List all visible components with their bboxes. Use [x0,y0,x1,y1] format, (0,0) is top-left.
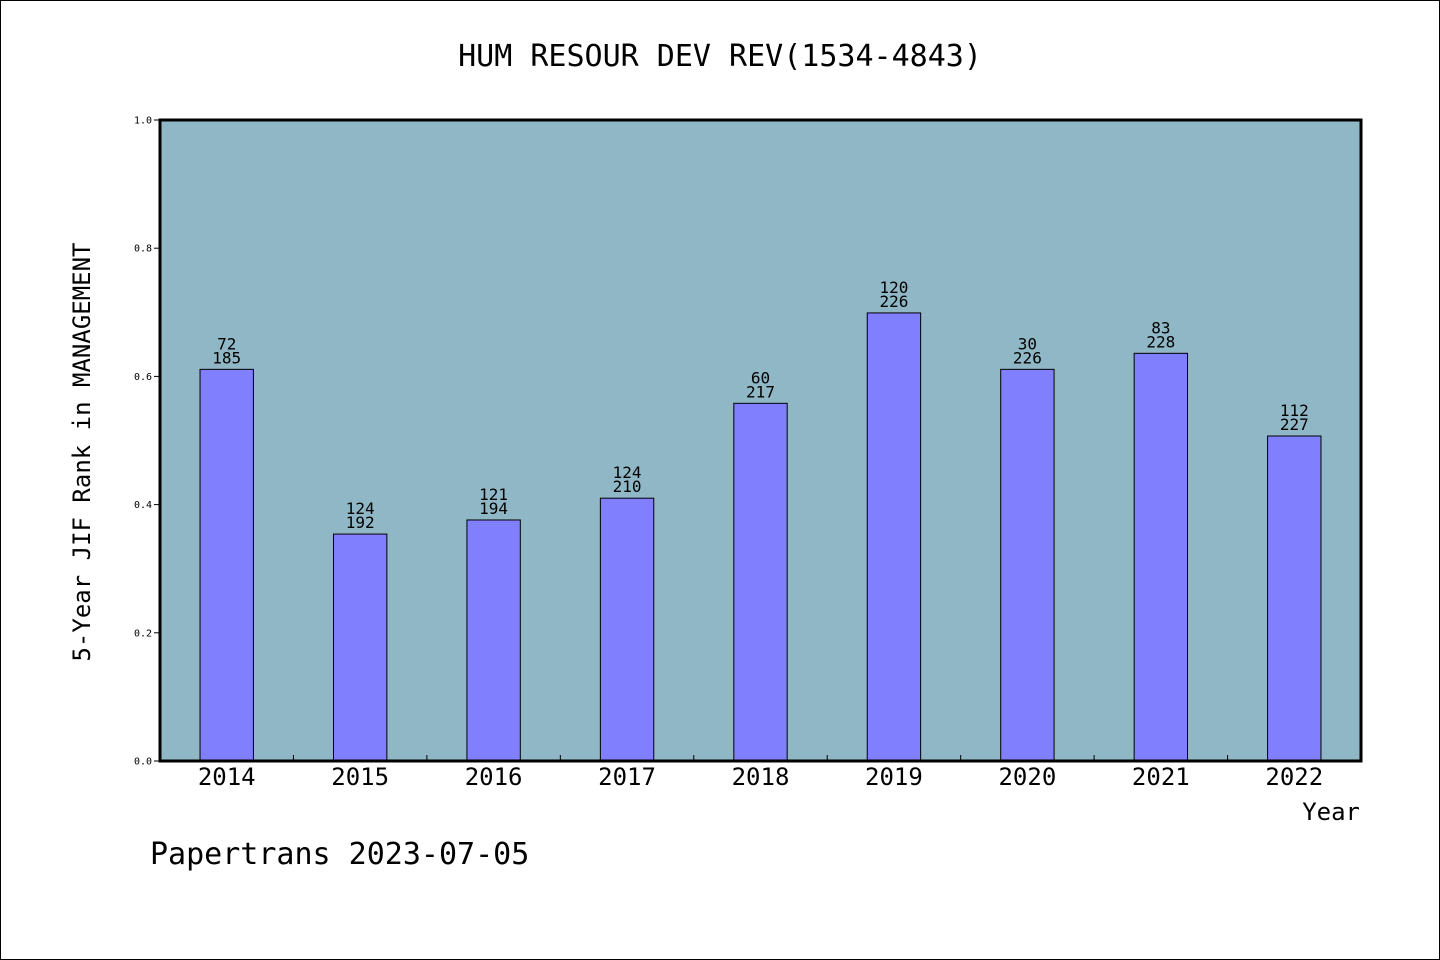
y-axis-label: 5-Year JIF Rank in MANAGEMENT [68,242,96,661]
x-tick-label: 2020 [998,763,1056,791]
bar-total-label: 194 [479,499,508,518]
bar-rank-label: 120 [879,278,908,297]
bar [332,533,388,762]
bar-rank-label: 121 [479,485,508,504]
y-tick-label: 0.2 [134,628,152,639]
bar-total-label: 226 [879,292,908,311]
bar-rank-label: 83 [1151,318,1170,337]
bar [199,368,254,762]
bar [1133,352,1189,762]
bar [599,497,655,762]
y-tick-label: 0.0 [134,757,152,768]
bar-total-label: 226 [1013,348,1042,367]
bar-rank-label: 124 [613,463,642,482]
x-tick-label: 2022 [1265,763,1323,791]
bar-rank-label: 60 [751,368,770,387]
bar [1000,368,1055,762]
bar [466,519,521,762]
x-tick-label: 2015 [331,763,389,791]
plot-border [158,118,1363,763]
bar-rank-label: 30 [1018,334,1037,353]
x-axis-label: Year [1302,798,1360,826]
x-tick-label: 2017 [598,763,656,791]
y-tick-label: 1.0 [134,116,152,127]
bar-total-label: 185 [212,348,241,367]
y-tick-label: 0.8 [134,244,152,255]
bar-total-label: 227 [1280,415,1309,434]
y-tick-label: 0.4 [134,500,152,511]
bar [1267,435,1322,762]
bar-series [199,312,1322,762]
x-tick-label: 2021 [1132,763,1190,791]
bar-total-label: 192 [346,513,375,532]
x-axis: 2014 2015 2016 2017 2018 2019 2020 2021 2022 [198,755,1323,791]
data-labels: 7218512419212119412421060217120226302268… [212,278,1308,532]
chart-title: HUM RESOUR DEV REV(1534-4843) [458,39,982,74]
footer-caption: Papertrans 2023-07-05 [150,837,529,872]
bar-rank-label: 72 [217,334,236,353]
x-tick-label: 2014 [198,763,256,791]
bar [866,312,922,762]
x-tick-label: 2016 [465,763,523,791]
bar-total-label: 217 [746,382,775,401]
x-tick-label: 2019 [865,763,923,791]
bar-rank-label: 124 [346,499,375,518]
y-axis: 0.0 0.2 0.4 0.6 0.8 1.0 [134,116,160,768]
y-tick-label: 0.6 [134,372,152,383]
x-tick-label: 2018 [732,763,790,791]
bar [733,402,788,762]
bar-total-label: 210 [613,477,642,496]
bar-rank-label: 112 [1280,401,1309,420]
bar-total-label: 228 [1146,332,1175,351]
